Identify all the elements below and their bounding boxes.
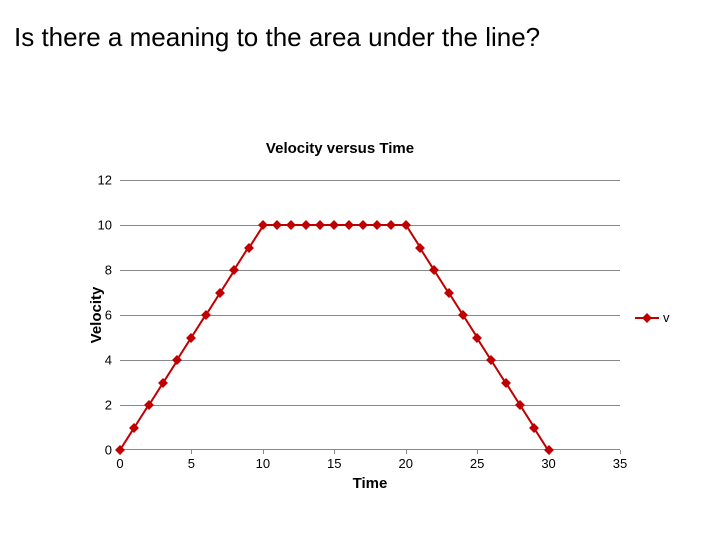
plot-area: 02468101205101520253035: [120, 180, 620, 450]
x-axis-title: Time: [120, 475, 620, 492]
slide-heading: Is there a meaning to the area under the…: [14, 22, 540, 53]
y-tick-label: 4: [105, 353, 112, 368]
series-marker: [329, 220, 339, 230]
x-tick-mark: [477, 450, 478, 454]
x-tick-label: 30: [541, 456, 555, 471]
x-tick-label: 5: [188, 456, 195, 471]
series-marker: [344, 220, 354, 230]
legend-swatch: [635, 317, 659, 319]
gridline: [120, 360, 620, 361]
plot-border-top: [120, 180, 620, 181]
series-marker: [358, 220, 368, 230]
series-marker: [315, 220, 325, 230]
gridline: [120, 315, 620, 316]
x-tick-mark: [191, 450, 192, 454]
x-tick-mark: [334, 450, 335, 454]
x-tick-label: 15: [327, 456, 341, 471]
y-tick-label: 2: [105, 398, 112, 413]
series-marker: [272, 220, 282, 230]
series-marker: [386, 220, 396, 230]
series-marker: [372, 220, 382, 230]
velocity-time-chart: Velocity versus Time Velocity 0246810120…: [60, 140, 700, 520]
y-tick-label: 0: [105, 443, 112, 458]
series-marker: [301, 220, 311, 230]
x-tick-label: 25: [470, 456, 484, 471]
series-marker: [115, 445, 125, 455]
y-tick-label: 12: [98, 173, 112, 188]
series-marker: [286, 220, 296, 230]
x-tick-label: 35: [613, 456, 627, 471]
x-tick-mark: [406, 450, 407, 454]
chart-title: Velocity versus Time: [60, 140, 620, 157]
x-tick-mark: [263, 450, 264, 454]
legend-label: v: [663, 310, 670, 325]
x-tick-label: 0: [116, 456, 123, 471]
legend-marker-icon: [642, 313, 652, 323]
y-axis-title: Velocity: [88, 287, 105, 344]
x-tick-mark: [620, 450, 621, 454]
y-tick-label: 8: [105, 263, 112, 278]
y-tick-label: 10: [98, 218, 112, 233]
legend: v: [635, 310, 670, 325]
x-tick-label: 10: [256, 456, 270, 471]
gridline: [120, 405, 620, 406]
x-tick-label: 20: [398, 456, 412, 471]
y-tick-label: 6: [105, 308, 112, 323]
gridline: [120, 270, 620, 271]
